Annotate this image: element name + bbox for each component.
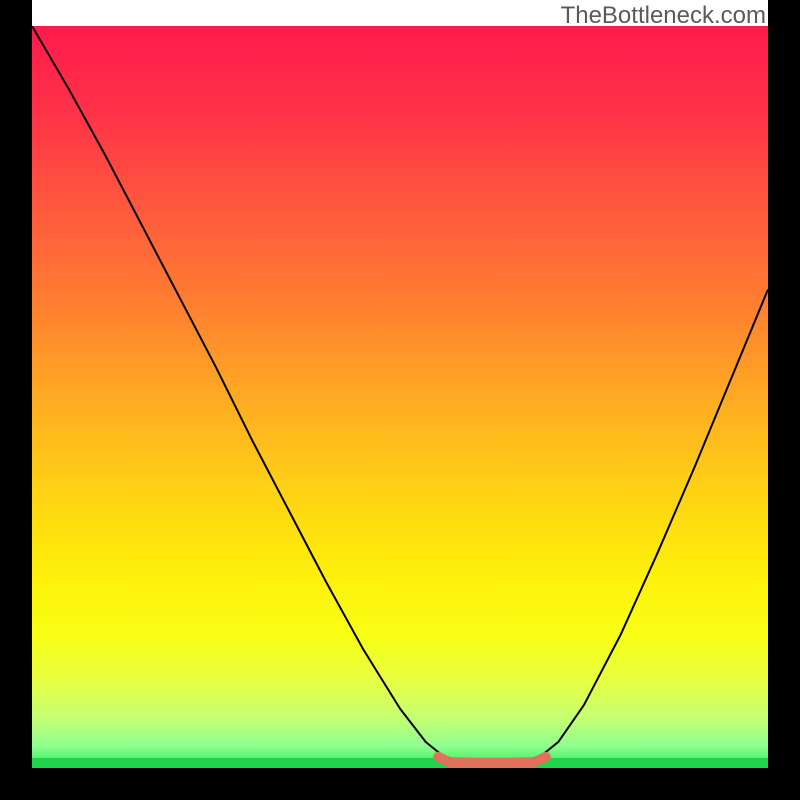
chart-frame: TheBottleneck.com	[0, 0, 800, 800]
border-right	[768, 0, 800, 800]
plot-area	[32, 26, 768, 768]
watermark-text: TheBottleneck.com	[561, 2, 766, 30]
border-bottom	[0, 768, 800, 800]
bottleneck-curve	[32, 26, 768, 763]
border-left	[0, 0, 32, 800]
curve-layer	[32, 26, 768, 768]
flat-region-marker	[438, 757, 545, 763]
